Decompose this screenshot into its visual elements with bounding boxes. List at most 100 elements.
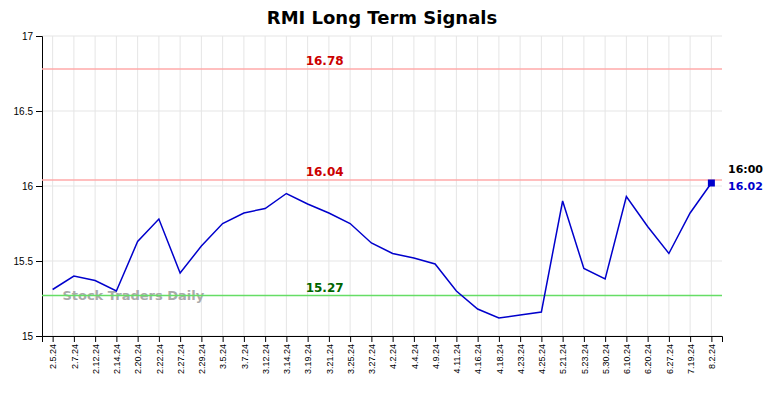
x-tick-label: 4.18.24 [495, 344, 505, 374]
x-tick: 3.25.24 [346, 336, 356, 374]
x-tick-label: 4.25.24 [537, 344, 547, 374]
x-tick-mark [478, 336, 479, 342]
marks [42, 69, 722, 318]
x-tick-mark [520, 336, 521, 342]
y-tick-label: 17 [22, 31, 34, 42]
y-tick-label: 15.5 [14, 256, 34, 267]
x-tick-mark [223, 336, 224, 342]
x-tick-mark [244, 336, 245, 342]
x-tick-label: 4.9.24 [431, 344, 441, 369]
grid-line-x [52, 36, 53, 336]
x-tick: 3.19.24 [303, 336, 313, 374]
x-tick-label: 3.19.24 [303, 344, 313, 374]
x-tick: 3.12.24 [261, 336, 271, 374]
x-tick-label: 2.14.24 [112, 344, 122, 374]
x-tick-mark [201, 336, 202, 342]
grid-line-y [42, 111, 722, 112]
reference-line [42, 179, 722, 181]
grid-line-x [392, 36, 393, 336]
x-tick: 4.25.24 [537, 336, 547, 374]
x-tick: 6.20.24 [643, 336, 653, 374]
y-axis-line [36, 37, 43, 337]
grid-line-x [690, 36, 691, 336]
y-tick: 17 [22, 31, 42, 42]
y-tick-label: 16.5 [14, 106, 34, 117]
grid-line-x [413, 36, 414, 336]
y-tick: 16.5 [14, 106, 42, 117]
x-tick-mark [53, 336, 54, 342]
x-tick-mark [393, 336, 394, 342]
x-tick-mark [371, 336, 372, 342]
x-tick: 3.27.24 [367, 336, 377, 374]
x-tick-label: 4.2.24 [388, 344, 398, 369]
grid-line-y [42, 36, 722, 37]
reference-line-label: 15.27 [306, 281, 344, 295]
x-tick: 6.10.24 [622, 336, 632, 374]
grid-line-x [243, 36, 244, 336]
x-tick-label: 5.21.24 [558, 344, 568, 374]
x-tick: 4.4.24 [410, 336, 420, 369]
x-tick-mark [456, 336, 457, 342]
x-tick: 4.2.24 [388, 336, 398, 369]
grid-line-x [647, 36, 648, 336]
grid-line-x [541, 36, 542, 336]
x-tick: 5.30.24 [601, 336, 611, 374]
x-tick: 2.5.24 [48, 336, 58, 369]
x-tick: 3.14.24 [282, 336, 292, 374]
x-tick-mark [329, 336, 330, 342]
x-tick-label: 3.25.24 [346, 344, 356, 374]
grid-line-x [520, 36, 521, 336]
x-tick-label: 2.27.24 [176, 344, 186, 374]
reference-line [42, 68, 722, 70]
x-tick: 5.21.24 [558, 336, 568, 374]
x-tick-label: 7.19.24 [686, 344, 696, 374]
grid-line-x [286, 36, 287, 336]
price-line [53, 183, 712, 318]
x-tick-mark [563, 336, 564, 342]
x-tick-mark [435, 336, 436, 342]
x-tick-mark [499, 336, 500, 342]
y-tick-mark [36, 186, 42, 187]
x-tick-label: 3.21.24 [325, 344, 335, 374]
x-tick-mark [541, 336, 542, 342]
x-tick: 3.21.24 [325, 336, 335, 374]
grid-line-y [42, 261, 722, 262]
x-tick: 4.16.24 [473, 336, 483, 374]
x-tick-mark [116, 336, 117, 342]
grid-line-x [435, 36, 436, 336]
x-tick-mark [265, 336, 266, 342]
grid-line-x [222, 36, 223, 336]
grid-line-x [668, 36, 669, 336]
x-tick: 2.12.24 [91, 336, 101, 374]
x-tick: 2.27.24 [176, 336, 186, 374]
x-tick-label: 6.27.24 [665, 344, 675, 374]
grid-line-x [265, 36, 266, 336]
x-tick: 2.14.24 [112, 336, 122, 374]
x-tick: 4.11.24 [452, 336, 462, 373]
x-tick-mark [414, 336, 415, 342]
x-tick-label: 4.23.24 [516, 344, 526, 374]
x-tick-label: 2.12.24 [91, 344, 101, 374]
x-tick: 8.2.24 [707, 336, 717, 369]
x-tick-mark [626, 336, 627, 342]
x-tick-label: 4.11.24 [452, 344, 462, 373]
reference-line-label: 16.04 [306, 165, 344, 179]
x-tick-mark [308, 336, 309, 342]
x-tick-label: 3.27.24 [367, 344, 377, 374]
x-tick: 3.7.24 [240, 336, 250, 369]
y-tick-mark [36, 111, 42, 112]
x-tick-mark [648, 336, 649, 342]
x-axis: 2.5.242.7.242.12.242.14.242.20.242.22.24… [43, 336, 723, 374]
grid-line-x [498, 36, 499, 336]
x-tick: 7.19.24 [686, 336, 696, 374]
x-tick-label: 5.30.24 [601, 344, 611, 374]
x-tick-mark [690, 336, 691, 342]
x-tick-mark [350, 336, 351, 342]
x-tick-mark [711, 336, 712, 342]
y-axis: 1515.51616.517 [14, 31, 43, 342]
x-tick-label: 3.5.24 [218, 344, 228, 369]
x-tick-label: 2.20.24 [133, 344, 143, 374]
grid-line-x [583, 36, 584, 336]
x-tick-label: 4.16.24 [473, 344, 483, 374]
grid-line-x [626, 36, 627, 336]
